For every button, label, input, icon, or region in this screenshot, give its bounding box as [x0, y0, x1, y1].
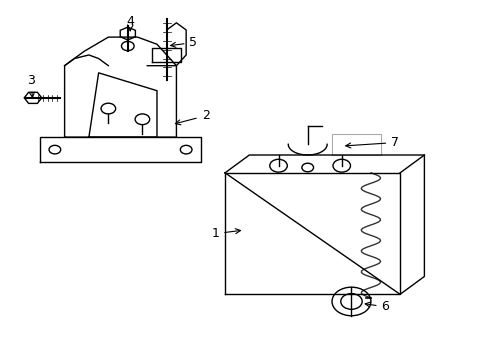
Bar — [331, 134, 380, 155]
Text: 3: 3 — [26, 73, 35, 98]
Text: 1: 1 — [211, 227, 240, 240]
Text: 4: 4 — [126, 15, 134, 28]
Text: 2: 2 — [175, 109, 209, 125]
Text: 6: 6 — [365, 300, 388, 314]
Text: 7: 7 — [345, 136, 398, 149]
Text: 5: 5 — [170, 36, 197, 49]
